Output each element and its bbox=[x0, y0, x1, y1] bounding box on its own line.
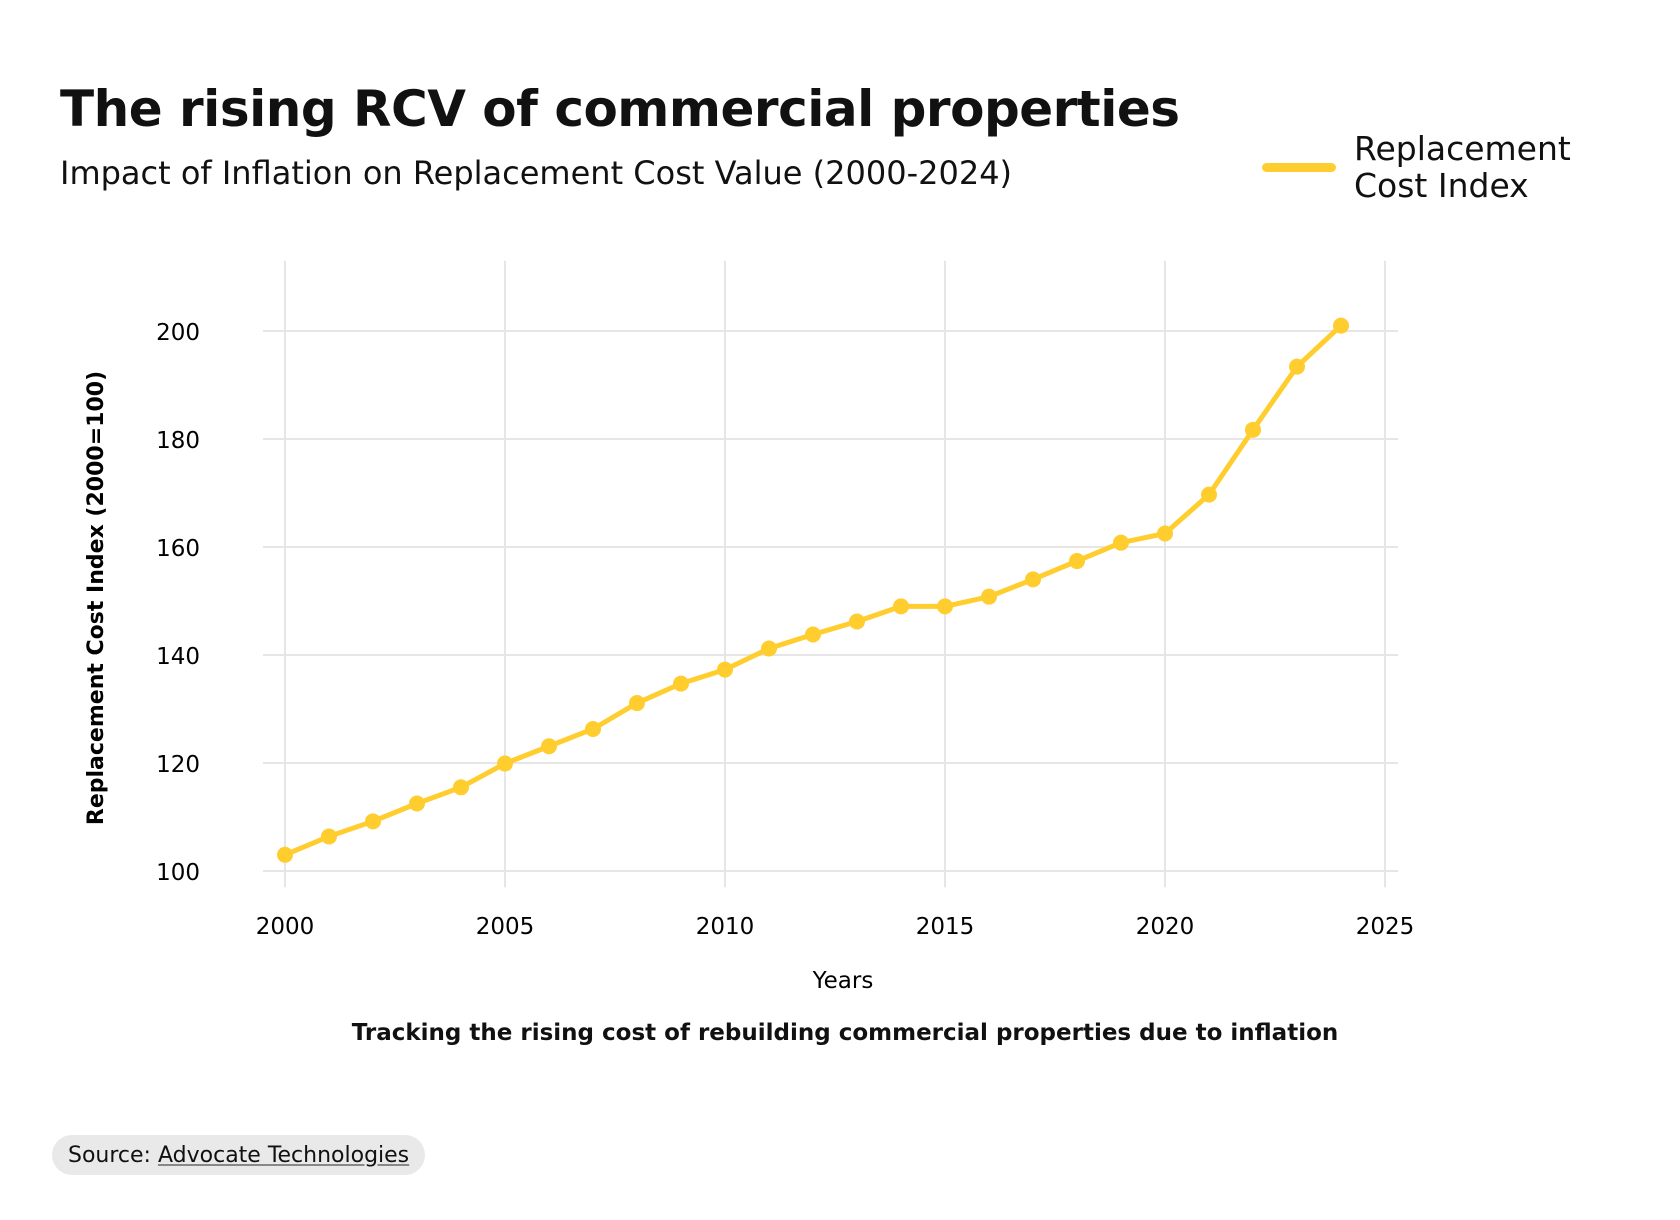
data-point bbox=[585, 720, 601, 737]
y-tick-label: 100 bbox=[156, 860, 200, 886]
data-point bbox=[1289, 358, 1305, 375]
source-badge: Source: Advocate Technologies bbox=[52, 1135, 426, 1175]
y-tick-label: 200 bbox=[156, 320, 200, 346]
data-point bbox=[629, 695, 645, 712]
line-chart: 2000 2005 2010 2015 2020 2025 100 120 140 160 180 2… bbox=[84, 260, 1414, 994]
y-tick-label: 120 bbox=[156, 752, 200, 778]
data-point bbox=[805, 626, 821, 643]
data-point bbox=[937, 598, 953, 615]
x-tick-label: 2015 bbox=[916, 914, 975, 940]
data-point bbox=[981, 588, 997, 605]
data-point bbox=[321, 828, 337, 845]
data-point bbox=[277, 846, 293, 863]
y-tick-label: 160 bbox=[156, 536, 200, 562]
data-point bbox=[453, 779, 469, 796]
x-tick-label: 2010 bbox=[696, 914, 755, 940]
data-point bbox=[1113, 534, 1129, 551]
data-point bbox=[1025, 571, 1041, 588]
x-axis-label: Years bbox=[812, 968, 874, 994]
legend-swatch bbox=[1262, 162, 1336, 172]
data-point bbox=[1333, 317, 1349, 334]
chart-title: The rising RCV of commercial properties bbox=[60, 80, 1180, 138]
data-point bbox=[1157, 525, 1173, 542]
source-label: Source: bbox=[68, 1142, 151, 1168]
legend-label: Replacement Cost Index bbox=[1354, 129, 1571, 205]
grid bbox=[263, 260, 1399, 888]
y-axis-label: Replacement Cost Index (2000=100) bbox=[84, 371, 109, 825]
y-tick-label: 140 bbox=[156, 644, 200, 670]
series-line bbox=[284, 323, 1343, 858]
x-tick-label: 2005 bbox=[476, 914, 535, 940]
data-point bbox=[409, 795, 425, 812]
x-tick-label: 2000 bbox=[256, 914, 315, 940]
data-point bbox=[541, 738, 557, 755]
data-point bbox=[761, 640, 777, 657]
legend: Replacement Cost Index bbox=[1262, 130, 1594, 204]
data-point bbox=[893, 598, 909, 615]
series bbox=[277, 317, 1349, 863]
y-tick-label: 180 bbox=[156, 428, 200, 454]
data-point bbox=[1245, 421, 1261, 438]
chart-caption: Tracking the rising cost of rebuilding c… bbox=[351, 1020, 1339, 1046]
data-point bbox=[673, 675, 689, 692]
data-point bbox=[1069, 553, 1085, 570]
data-point bbox=[365, 813, 381, 830]
x-tick-label: 2020 bbox=[1136, 914, 1195, 940]
tick-labels: 2000 2005 2010 2015 2020 2025 100 120 140 160 180 2… bbox=[156, 320, 1414, 940]
source-link[interactable]: Advocate Technologies bbox=[157, 1142, 410, 1168]
data-point bbox=[1201, 486, 1217, 503]
data-point bbox=[717, 661, 733, 678]
x-tick-label: 2025 bbox=[1356, 914, 1415, 940]
data-point bbox=[849, 613, 865, 630]
chart-subtitle: Impact of Inflation on Replacement Cost … bbox=[60, 154, 1013, 192]
data-point bbox=[497, 755, 513, 772]
